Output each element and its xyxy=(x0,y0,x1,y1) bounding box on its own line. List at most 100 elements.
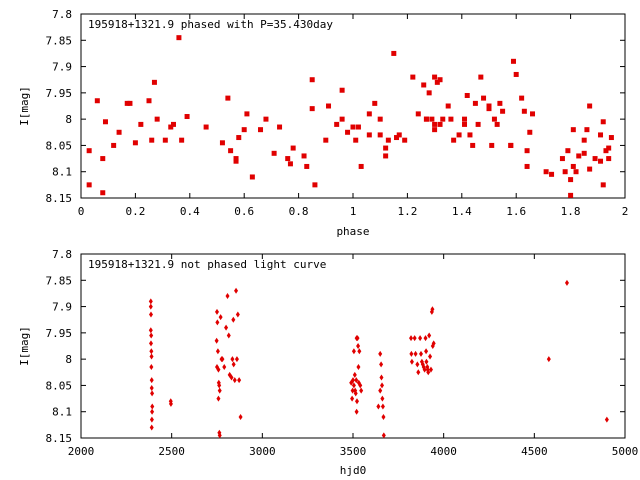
unphased-data-point xyxy=(426,369,431,376)
phased-data-point xyxy=(271,150,277,156)
unphased-data-point xyxy=(222,364,227,371)
phased-y-tick-label: 7.95 xyxy=(46,87,73,100)
unphased-data-point xyxy=(409,358,414,365)
phased-data-point xyxy=(470,142,476,148)
unphased-data-point xyxy=(409,335,414,342)
phased-data-point xyxy=(565,148,571,154)
phased-data-points xyxy=(86,35,614,198)
unphased-data-point xyxy=(148,311,153,318)
phased-data-point xyxy=(244,111,250,117)
unphased-data-point xyxy=(149,385,154,392)
phased-data-point xyxy=(481,95,487,101)
phased-data-point xyxy=(521,108,527,114)
phased-data-point xyxy=(410,74,416,80)
phased-x-tick-label: 1.2 xyxy=(397,205,417,218)
phased-data-point xyxy=(385,137,391,143)
phased-data-point xyxy=(372,100,378,106)
unphased-data-point xyxy=(423,335,428,342)
phased-data-point xyxy=(290,145,296,151)
unphased-data-points xyxy=(148,279,609,439)
phased-data-point xyxy=(587,103,593,109)
phased-data-point xyxy=(606,156,612,162)
phased-data-point xyxy=(277,124,283,130)
unphased-y-tick-label: 8.05 xyxy=(46,379,73,392)
phased-data-point xyxy=(475,121,481,127)
unphased-data-point xyxy=(378,387,383,394)
phased-data-point xyxy=(176,35,182,41)
unphased-y-tick-label: 7.9 xyxy=(52,301,72,314)
phased-data-point xyxy=(151,79,157,85)
phased-data-point xyxy=(353,137,359,143)
unphased-data-point xyxy=(358,382,363,389)
phased-data-point xyxy=(426,90,432,96)
phased-data-point xyxy=(568,177,574,183)
phased-data-point xyxy=(448,116,454,122)
unphased-data-point xyxy=(418,335,423,342)
phased-data-point xyxy=(432,127,438,133)
unphased-data-point xyxy=(424,348,429,355)
unphased-y-tick-label: 7.95 xyxy=(46,327,73,340)
phased-data-point xyxy=(138,121,144,127)
phased-light-curve-panel: 195918+1321.9 phased with P=35.430day ph… xyxy=(18,8,628,238)
unphased-data-point xyxy=(413,350,418,357)
phased-data-point xyxy=(581,137,587,143)
phased-data-point xyxy=(415,111,421,117)
phased-data-point xyxy=(249,174,255,180)
unphased-data-point xyxy=(150,403,155,410)
unphased-data-point xyxy=(351,382,356,389)
phased-data-point xyxy=(355,124,361,130)
unphased-data-point xyxy=(150,390,155,397)
phased-data-point xyxy=(513,71,519,77)
phased-data-point xyxy=(203,124,209,130)
phased-data-point xyxy=(116,129,122,135)
unphased-data-point xyxy=(350,387,355,394)
unphased-data-point xyxy=(428,366,433,373)
phased-data-point xyxy=(562,169,568,175)
unphased-data-point xyxy=(148,327,153,334)
phased-x-axis-label: phase xyxy=(336,225,369,238)
phased-data-point xyxy=(236,135,242,141)
phased-data-point xyxy=(225,95,231,101)
unphased-data-point xyxy=(237,377,242,384)
unphased-x-tick-label: 2000 xyxy=(68,445,95,458)
phased-x-tick-label: 0.8 xyxy=(289,205,309,218)
unphased-data-point xyxy=(427,332,432,339)
unphased-axis-ticks: 2000 2500 3000 3500 4000 4500 5000 7.8 7.85 7.9 7.… xyxy=(46,248,639,458)
unphased-data-point xyxy=(564,279,569,286)
phased-data-point xyxy=(489,142,495,148)
phased-data-point xyxy=(500,108,506,114)
phased-y-tick-label: 8.05 xyxy=(46,139,73,152)
unphased-data-point xyxy=(428,353,433,360)
unphased-data-point xyxy=(380,403,385,410)
unphased-data-point xyxy=(149,377,154,384)
phased-data-point xyxy=(530,111,536,117)
phased-data-point xyxy=(301,153,307,159)
phased-data-point xyxy=(312,182,318,188)
phased-data-point xyxy=(600,182,606,188)
unphased-x-tick-label: 3000 xyxy=(249,445,276,458)
unphased-light-curve-panel: 195918+1321.9 not phased light curve hjd… xyxy=(18,248,638,477)
phased-data-point xyxy=(451,137,457,143)
phased-data-point xyxy=(263,116,269,122)
phased-data-point xyxy=(94,98,100,104)
phased-data-point xyxy=(102,119,108,125)
unphased-data-point xyxy=(380,395,385,402)
unphased-data-point xyxy=(431,340,436,347)
unphased-data-point xyxy=(234,356,239,363)
unphased-data-point xyxy=(216,366,221,373)
phased-data-point xyxy=(598,158,604,164)
phased-data-point xyxy=(456,132,462,138)
phased-data-point xyxy=(339,87,345,93)
unphased-data-point xyxy=(356,364,361,371)
unphased-data-point xyxy=(381,413,386,420)
phased-data-point xyxy=(576,153,582,159)
unphased-data-point xyxy=(215,308,219,315)
phased-data-point xyxy=(472,100,478,106)
phased-data-point xyxy=(462,116,468,122)
phased-data-point xyxy=(350,124,356,130)
unphased-plot-title: 195918+1321.9 not phased light curve xyxy=(88,258,326,271)
unphased-data-point xyxy=(604,416,609,423)
phased-data-point xyxy=(377,116,383,122)
unphased-data-point xyxy=(354,377,359,384)
